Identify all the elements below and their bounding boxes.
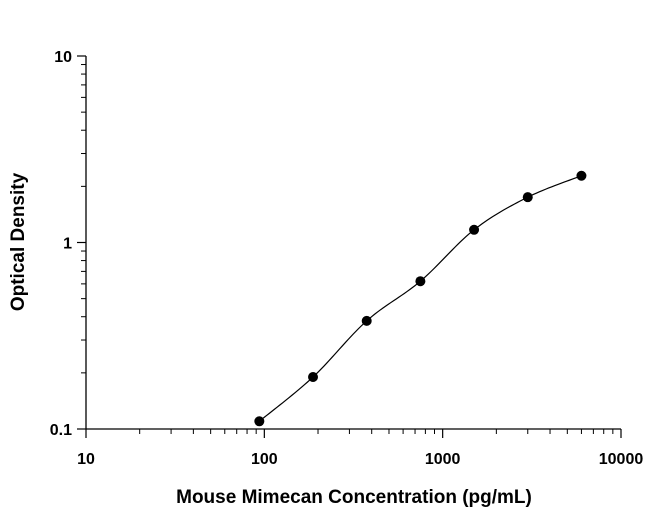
data-point bbox=[415, 276, 426, 287]
data-point bbox=[361, 315, 372, 326]
x-axis-ticks bbox=[85, 429, 622, 438]
data-point bbox=[576, 170, 587, 181]
y-tick-label: 1 bbox=[63, 236, 72, 253]
y-axis-title: Optical Density bbox=[8, 172, 29, 311]
x-axis-title: Mouse Mimecan Concentration (pg/mL) bbox=[176, 487, 532, 508]
data-point bbox=[469, 224, 480, 235]
x-tick-labels: 10 100 1000 10000 bbox=[77, 451, 643, 468]
x-tick-label: 100 bbox=[251, 451, 278, 468]
fit-curve bbox=[258, 175, 582, 422]
x-tick-label: 10 bbox=[77, 451, 95, 468]
axes bbox=[77, 55, 622, 438]
x-tick-label: 1000 bbox=[425, 451, 461, 468]
y-tick-label: 10 bbox=[54, 49, 72, 66]
y-tick-label: 0.1 bbox=[50, 422, 72, 439]
data-point bbox=[308, 372, 319, 383]
y-axis-ticks bbox=[77, 55, 86, 430]
y-tick-labels: 0.1 1 10 bbox=[50, 49, 72, 439]
x-tick-label: 10000 bbox=[599, 451, 644, 468]
data-point bbox=[254, 416, 265, 427]
data-points bbox=[254, 170, 587, 427]
data-point bbox=[522, 192, 533, 203]
